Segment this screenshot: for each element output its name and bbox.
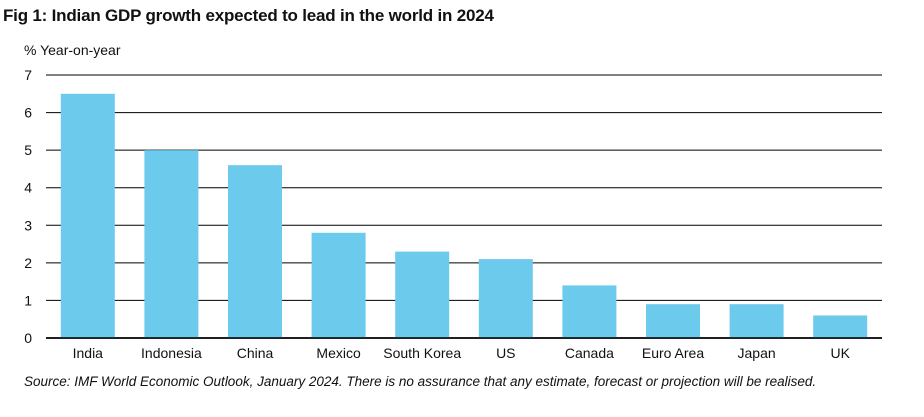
x-category-label: Euro Area <box>642 345 704 361</box>
bar-india <box>60 93 115 339</box>
bar-us <box>478 259 533 338</box>
bar-mexico <box>311 232 366 338</box>
source-note: Source: IMF World Economic Outlook, Janu… <box>24 374 817 389</box>
x-category-label: India <box>73 345 104 361</box>
x-axis-labels: India Indonesia China Mexico South Korea US Ca… <box>73 345 851 361</box>
bar-indonesia <box>144 150 199 338</box>
x-category-label: South Korea <box>383 345 461 361</box>
chart-title: Fig 1: Indian GDP growth expected to lea… <box>3 6 494 25</box>
x-category-label: UK <box>830 345 850 361</box>
bar-china <box>228 165 282 338</box>
x-category-label: Mexico <box>316 345 361 361</box>
bar-uk <box>813 315 868 338</box>
y-tick-label: 5 <box>24 142 32 158</box>
x-category-label: US <box>496 345 515 361</box>
y-axis-ticks: 0 1 2 3 4 5 6 7 <box>24 67 32 346</box>
x-category-label: China <box>237 345 274 361</box>
y-tick-label: 0 <box>24 330 32 346</box>
bars <box>60 93 868 339</box>
x-category-label: Canada <box>565 345 614 361</box>
y-tick-label: 7 <box>24 67 32 83</box>
bar-canada <box>562 285 617 338</box>
y-axis-unit-label: % Year-on-year <box>24 42 121 58</box>
y-tick-label: 3 <box>24 217 32 233</box>
bar-euro-area <box>646 304 700 338</box>
x-category-label: Japan <box>738 345 776 361</box>
bar-south-korea <box>395 251 450 338</box>
x-category-label: Indonesia <box>141 345 202 361</box>
y-tick-label: 2 <box>24 255 32 271</box>
bar-japan <box>729 304 784 338</box>
y-tick-label: 6 <box>24 105 32 121</box>
y-tick-label: 4 <box>24 180 32 196</box>
y-tick-label: 1 <box>24 292 32 308</box>
